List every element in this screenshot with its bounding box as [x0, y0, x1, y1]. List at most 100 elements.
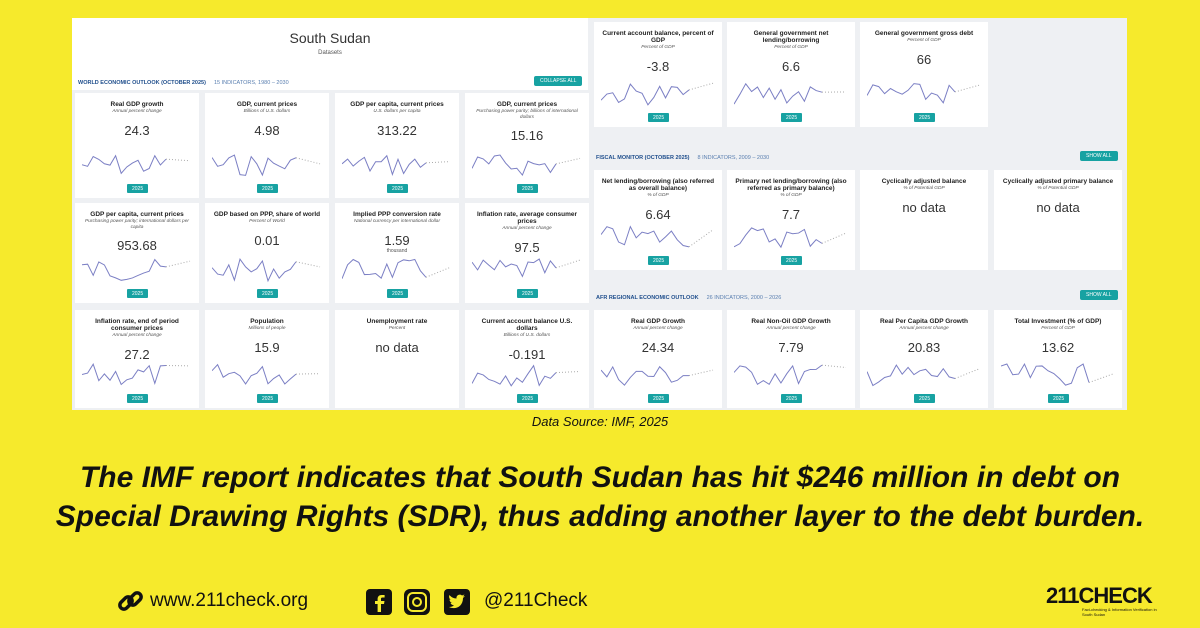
year-badge: 2025	[914, 394, 936, 403]
facebook-icon[interactable]	[366, 589, 392, 615]
year-badge: 2025	[648, 394, 670, 403]
card-title: GDP, current prices	[496, 101, 558, 108]
card-value: 0.01	[254, 232, 280, 248]
year-badge: 2025	[127, 394, 149, 403]
year-badge: 2025	[1048, 394, 1070, 403]
card-title: Real GDP Growth	[630, 318, 686, 325]
twitter-icon[interactable]	[444, 589, 470, 615]
indicator-card[interactable]: Unemployment rate Percent no data	[335, 310, 459, 408]
card-unit: Annual percent change	[112, 333, 162, 338]
year-badge: 2025	[781, 113, 803, 122]
indicator-card[interactable]: Inflation rate, end of period consumer p…	[75, 310, 199, 408]
card-unit: Annual percent change	[112, 109, 162, 114]
sparkline	[472, 364, 581, 387]
card-unit: Percent	[388, 326, 406, 331]
card-title: Cyclically adjusted balance	[881, 178, 967, 185]
indicator-card[interactable]: General government net lending/borrowing…	[727, 22, 855, 127]
card-value: 97.5	[514, 239, 540, 255]
card-title: Real GDP growth	[110, 101, 164, 108]
indicator-card[interactable]: Current account balance, percent of GDP P…	[594, 22, 722, 127]
card-title: GDP per capita, current prices	[350, 101, 444, 108]
indicator-card[interactable]: Inflation rate, average consumer prices A…	[465, 203, 589, 303]
year-badge: 2025	[914, 113, 936, 122]
card-title: Inflation rate, average consumer prices	[476, 211, 578, 225]
card-value: no data	[1036, 199, 1080, 215]
datasets-label: Datasets	[318, 50, 342, 56]
year-badge: 2025	[517, 394, 539, 403]
social-handle[interactable]: @211Check	[484, 590, 588, 611]
card-value: 24.3	[124, 122, 150, 138]
logo-tagline: Fact-checking & Information Verification…	[1082, 607, 1157, 617]
indicator-card[interactable]: GDP per capita, current prices Purchasing…	[75, 203, 199, 303]
indicator-card[interactable]: Implied PPP conversion rate National curr…	[335, 203, 459, 303]
sparkline	[734, 82, 847, 105]
card-value: 24.34	[641, 339, 675, 355]
card-unit: % of GDP	[780, 193, 802, 198]
indicator-card[interactable]: Real Per Capita GDP Growth Annual percent…	[860, 310, 988, 408]
card-value: 313.22	[377, 122, 417, 138]
indicator-card[interactable]: Cyclically adjusted balance% of Potentia…	[860, 170, 988, 270]
card-unit: Percent of GDP	[907, 38, 941, 43]
card-unit: Percent of GDP	[641, 45, 675, 50]
indicator-card[interactable]: Net lending/borrowing (also referred as …	[594, 170, 722, 270]
card-value: 15.9	[254, 339, 280, 355]
indicator-card[interactable]: GDP, current prices Purchasing power pari…	[465, 93, 589, 198]
section-info: 8 INDICATORS, 2009 – 2030	[697, 155, 770, 161]
section-button[interactable]: COLLAPSE ALL	[534, 76, 583, 86]
card-value: 6.64	[645, 206, 671, 222]
section-name: AFR REGIONAL ECONOMIC OUTLOOK	[596, 295, 699, 301]
indicator-card[interactable]: Total Investment (% of GDP) Percent of GD…	[994, 310, 1122, 408]
year-badge: 2025	[387, 289, 409, 298]
source: Data Source: IMF, 2025	[531, 414, 669, 429]
card-title: GDP based on PPP, share of world	[213, 211, 321, 218]
card-value: -3.8	[646, 58, 670, 74]
instagram-icon[interactable]	[404, 589, 430, 615]
sparkline	[212, 363, 321, 385]
card-title: Net lending/borrowing (also referred as …	[601, 178, 715, 192]
card-unit: Percent of GDP	[1041, 326, 1075, 331]
indicator-card[interactable]: General government gross debt Percent of …	[860, 22, 988, 127]
card-value: 953.68	[117, 238, 157, 253]
sparkline	[601, 225, 714, 248]
card-value: 4.98	[254, 122, 280, 138]
card-title: Current account balance U.S. dollars	[481, 318, 573, 332]
section-button[interactable]: SHOW ALL	[1080, 290, 1118, 300]
indicator-card[interactable]: Real GDP Growth Annual percent change 24.3…	[594, 310, 722, 408]
country-title: South Sudan	[289, 30, 371, 46]
headline-line: Special Drawing Rights (SDR), thus addin…	[55, 500, 1145, 533]
card-title: Cyclically adjusted primary balance	[1002, 178, 1114, 185]
card-value: 7.7	[781, 206, 801, 222]
card-unit: Purchasing power parity; international d…	[85, 219, 189, 230]
card-value: 1.59	[384, 232, 410, 248]
screenshot: South Sudan Datasets WORLD ECONOMIC OUTL…	[72, 18, 1127, 410]
indicator-card[interactable]: GDP, current prices Billions of U.S. doll…	[205, 93, 329, 198]
headline-line: The IMF report indicates that South Suda…	[79, 461, 1121, 494]
indicator-card[interactable]: Real Non-Oil GDP Growth Annual percent ch…	[727, 310, 855, 408]
section-button[interactable]: SHOW ALL	[1080, 151, 1118, 161]
indicator-card[interactable]: GDP based on PPP, share of world Percent …	[205, 203, 329, 303]
card-value: no data	[375, 339, 419, 355]
sparkline	[82, 154, 191, 175]
social-icons	[366, 589, 470, 615]
card-title: Real Non-Oil GDP Growth	[751, 318, 831, 325]
indicator-card[interactable]: Current account balance U.S. dollars Bill…	[465, 310, 589, 408]
sparkline	[212, 154, 321, 177]
card-unit: Purchasing power parity; billions of int…	[476, 109, 578, 120]
indicator-card[interactable]: Primary net lending/borrowing (also refe…	[727, 170, 855, 270]
section-name: WORLD ECONOMIC OUTLOOK (OCTOBER 2025)	[78, 80, 206, 86]
sparkline	[82, 363, 191, 386]
sparkline	[601, 82, 714, 106]
year-badge: 2025	[387, 184, 409, 193]
indicator-card[interactable]: Cyclically adjusted primary balance% of …	[994, 170, 1122, 270]
indicator-card[interactable]: Real GDP growth Annual percent change 24.3…	[75, 93, 199, 198]
indicator-card[interactable]: GDP per capita, current prices U.S. dolla…	[335, 93, 459, 198]
indicator-card[interactable]: Population Millions of people 15.9 2025	[205, 310, 329, 408]
year-badge: 2025	[517, 289, 539, 298]
year-badge: 2025	[257, 394, 279, 403]
sparkline	[867, 364, 980, 387]
card-title: Total Investment (% of GDP)	[1014, 318, 1102, 325]
section-name: FISCAL MONITOR (OCTOBER 2025)	[596, 155, 690, 161]
card-value: 13.62	[1041, 339, 1075, 355]
website[interactable]: www.211check.org	[150, 590, 309, 611]
